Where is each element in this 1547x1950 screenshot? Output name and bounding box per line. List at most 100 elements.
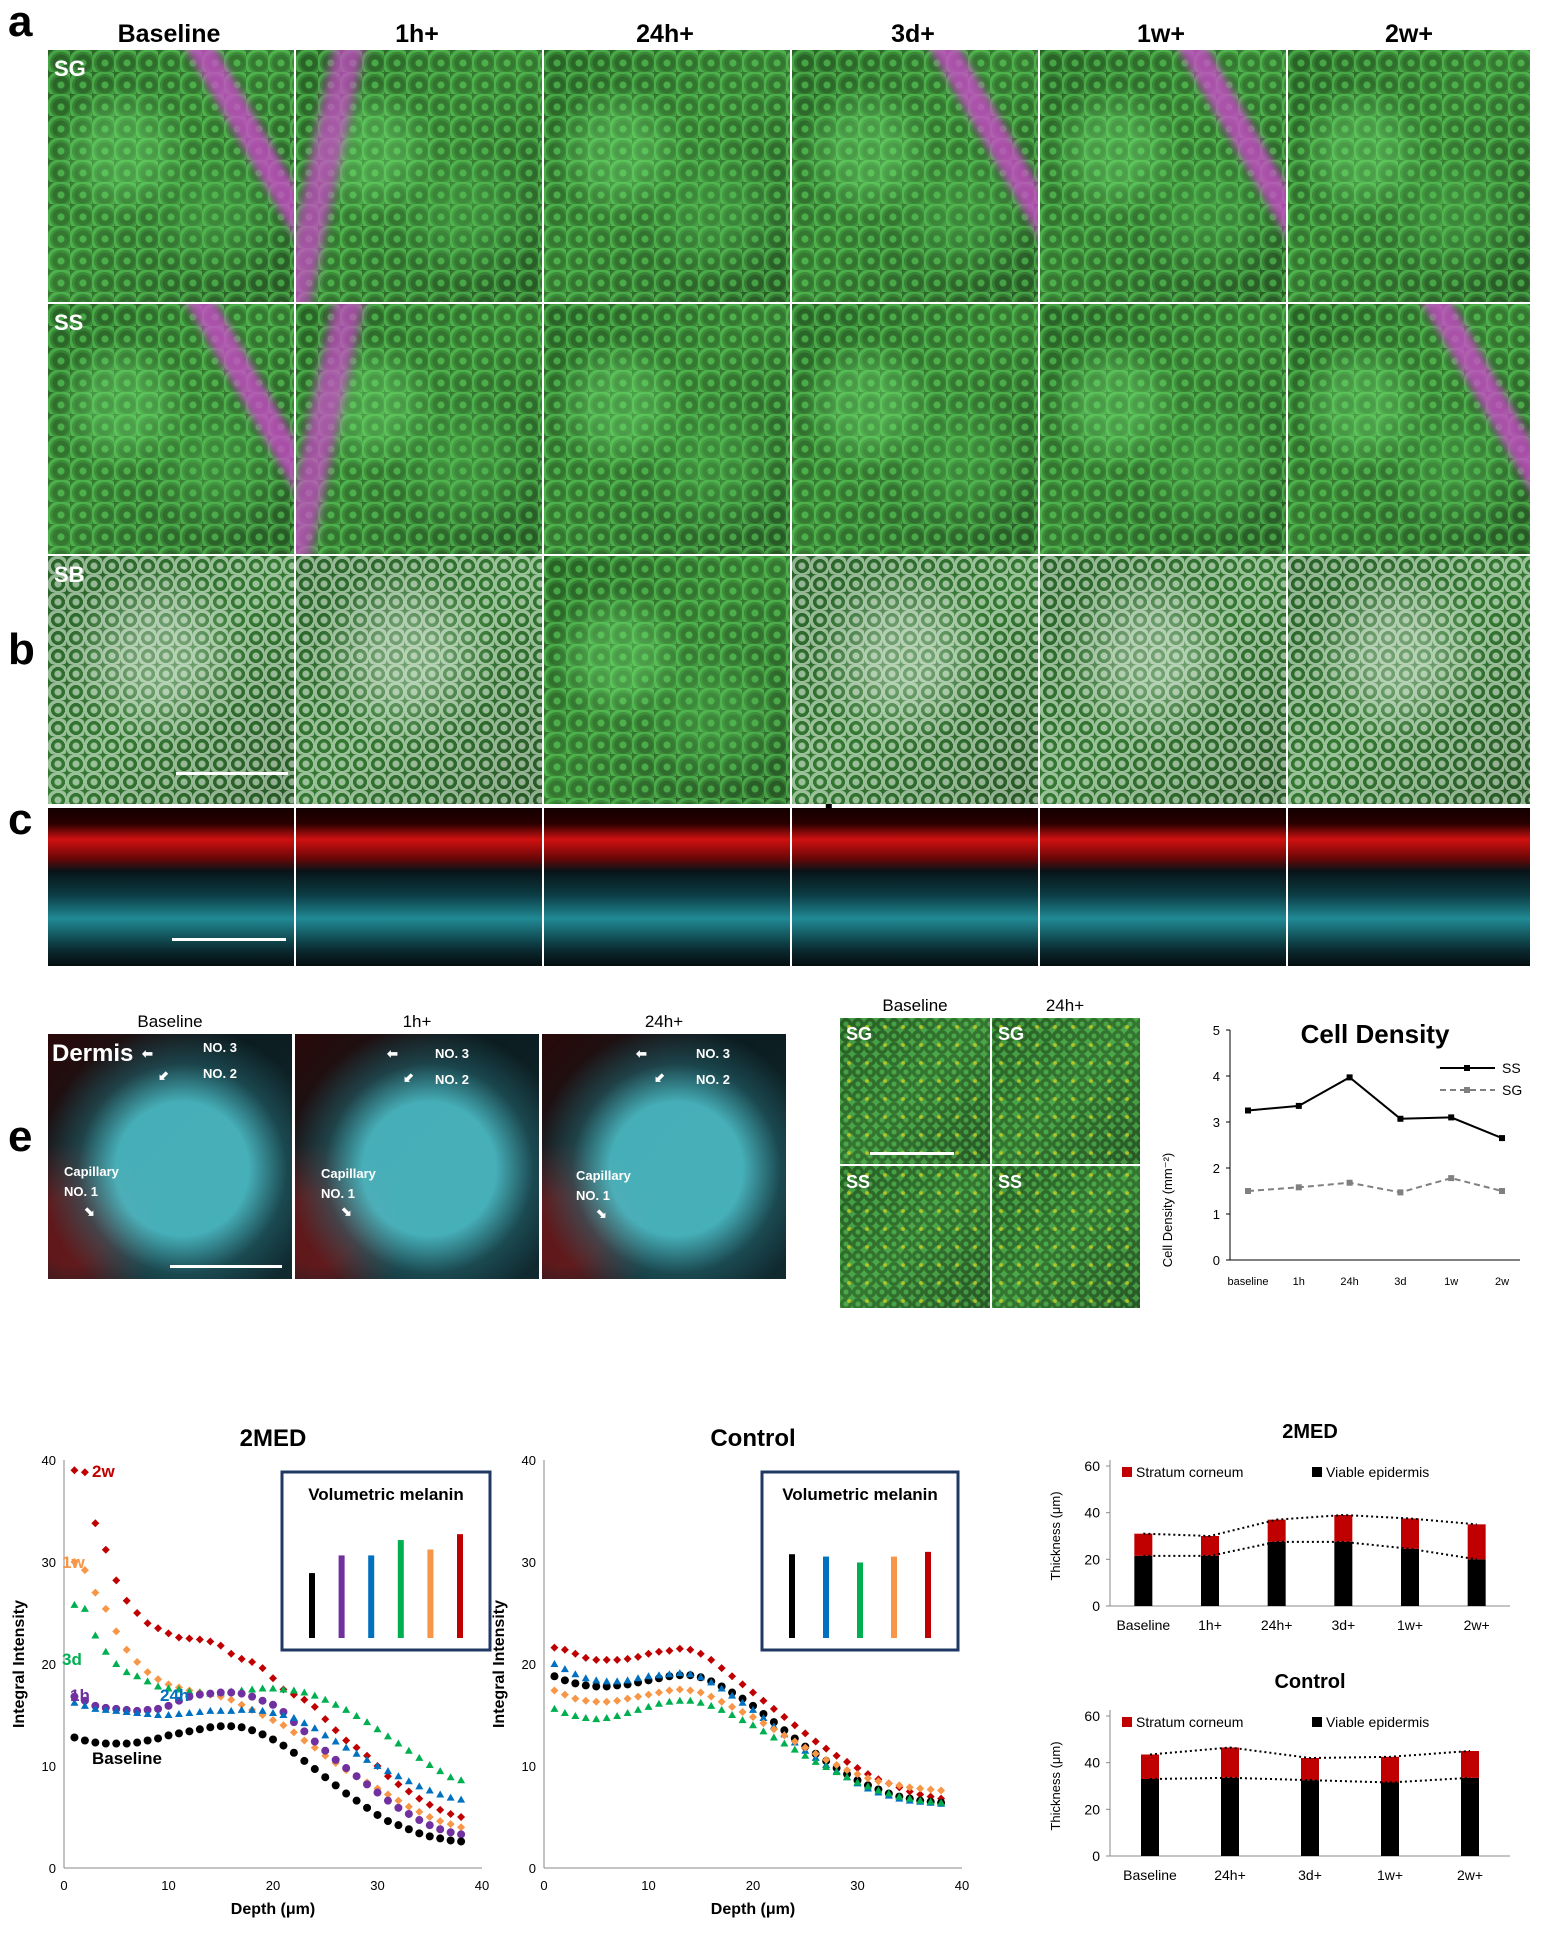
bar-stratum-corneum [1334,1515,1353,1542]
data-point [154,1682,163,1690]
data-point [895,1792,904,1800]
vessel-label-no3: NO. 3 [435,1046,469,1061]
x-tick-label: Baseline [1123,1867,1177,1883]
legend-label: Viable epidermis [1326,1714,1429,1730]
data-point [780,1731,789,1740]
y-axis-label: Thickness (μm) [1048,1491,1063,1580]
data-point [863,1774,872,1783]
data-point [822,1763,831,1771]
data-point [331,1737,340,1745]
chart-2med-thickness: 2MED 0 20 40 60 Thickness (μm) Baseline 1h+ 24h+… [1048,1421,1510,1633]
data-point [289,1714,298,1722]
data-point [373,1725,382,1733]
legend-label: SS [1502,1060,1521,1076]
panel-a-image-ss-1h [296,304,542,554]
panel-a-col-2w: 2w+ [1385,20,1433,48]
data-point [446,1793,455,1801]
data-point [352,1712,361,1720]
data-point [769,1733,778,1741]
data-point [352,1772,361,1781]
data-point [696,1649,705,1658]
data-point [143,1677,152,1685]
bar-viable-epidermis [1134,1555,1153,1606]
bar-viable-epidermis [1401,1548,1419,1606]
x-axis-label: Depth (μm) [711,1901,795,1918]
data-point [206,1706,215,1714]
data-point [436,1767,445,1775]
bar-stratum-corneum [1134,1533,1153,1556]
data-point [707,1655,716,1664]
cell-density-ticks: 0 1 2 3 4 5 baseline 1h 24h 3d 1w 2w [1213,1023,1509,1288]
data-point [769,1718,778,1727]
panel-a-image-ss-1w [1040,304,1286,554]
data-point [675,1696,684,1704]
data-point [717,1664,726,1673]
bar-viable-epidermis [1221,1777,1239,1856]
data-point [394,1821,403,1830]
inset-bar [891,1556,897,1638]
data-point [749,1688,757,1697]
cell-density-axes [1229,1030,1520,1261]
x-axis-label: Depth (μm) [231,1901,315,1918]
data-point [623,1676,632,1684]
data-point [258,1706,267,1714]
data-point [738,1698,747,1706]
data-point [248,1692,257,1701]
data-point [790,1737,799,1746]
data-point [352,1749,361,1757]
y-tick-label: 4 [1213,1069,1220,1084]
data-point [853,1778,862,1786]
data-point [665,1646,674,1655]
data-point [70,1600,79,1608]
data-point [550,1704,559,1712]
y-axis-label: Integral Intensity [11,1600,28,1728]
data-point [853,1764,862,1773]
series-label: 1w [62,1553,85,1572]
panel-b-image-24h [544,808,790,966]
data-point [832,1760,841,1769]
series-line-ss [1247,1076,1503,1140]
inset-bar [338,1555,345,1638]
chart-title: Control [710,1425,795,1452]
data-point [457,1795,466,1803]
y-tick-label: 10 [42,1759,56,1774]
data-point [185,1727,194,1736]
y-tick-label: 40 [1084,1755,1100,1771]
capillary-label: Capillary [321,1166,376,1181]
data-point [457,1830,466,1839]
data-point [383,1732,392,1740]
data-point [738,1716,747,1724]
inset-bar [397,1540,404,1638]
panel-d-col-baseline: Baseline [882,996,948,1015]
panel-a-col-1w: 1w+ [1137,20,1185,48]
data-point [717,1684,726,1692]
data-point [310,1737,319,1746]
data-point [696,1698,705,1706]
data-point [174,1709,183,1717]
panel-d-row-label: SS [846,1172,871,1192]
data-point [269,1716,277,1725]
x-tick-label: 3d+ [1298,1867,1322,1883]
panel-a-col-24h: 24h+ [636,20,694,48]
data-point [613,1655,622,1664]
data-point [404,1809,413,1818]
data-point [665,1670,674,1678]
capillary-label: Capillary [576,1168,631,1183]
data-point [728,1702,737,1711]
data-point [164,1711,173,1718]
data-point [101,1739,110,1748]
data-point [269,1735,277,1744]
capillary-number-label: NO. 1 [64,1184,98,1199]
data-point [248,1705,257,1713]
data-point [686,1696,695,1704]
scale-bar [172,938,286,941]
panel-a-image-sb-2w [1288,556,1530,804]
y-tick-label: 0 [49,1861,56,1876]
data-point [560,1690,569,1699]
data-point [258,1730,267,1739]
series-label: 3d [62,1650,82,1669]
data-point [916,1790,925,1799]
data-point [363,1718,372,1726]
data-point [300,1727,309,1736]
arrow-icon: ⬋ [158,1068,169,1083]
